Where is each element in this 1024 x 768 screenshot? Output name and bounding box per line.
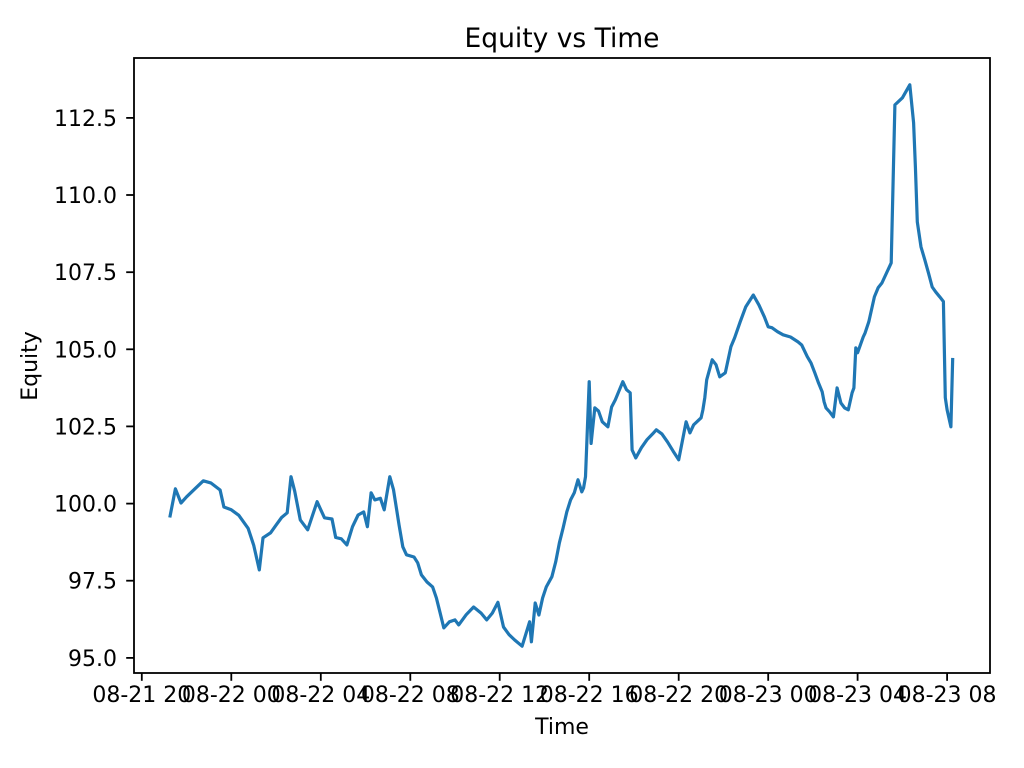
- equity-line-series: [168, 83, 955, 648]
- y-tick-label: 102.5: [54, 415, 117, 440]
- x-tick-label: 08-22 00: [182, 683, 281, 708]
- x-tick-label: 08-23 04: [808, 683, 907, 708]
- y-axis-ticks: 95.0 97.5 100.0 102.5 105.0 107.5 110.0 112.5: [54, 107, 134, 672]
- x-tick-label: 08-22 20: [629, 683, 728, 708]
- y-tick-label: 107.5: [54, 261, 117, 286]
- x-tick-label: 08-23 00: [719, 683, 818, 708]
- y-tick-label: 110.0: [54, 184, 117, 209]
- x-tick-label: 08-23 08: [898, 683, 997, 708]
- plot-area-border: [133, 57, 991, 674]
- chart-title: Equity vs Time: [465, 23, 660, 54]
- x-tick-label: 08-22 08: [361, 683, 460, 708]
- y-axis-label: Equity: [18, 331, 43, 401]
- y-tick-label: 95.0: [68, 647, 117, 672]
- y-tick-label: 105.0: [54, 338, 117, 363]
- x-tick-label: 08-22 16: [540, 683, 639, 708]
- x-tick-label: 08-22 04: [271, 683, 370, 708]
- x-tick-label: 08-21 20: [92, 683, 191, 708]
- x-tick-label: 08-22 12: [450, 683, 549, 708]
- y-tick-label: 100.0: [54, 493, 117, 518]
- y-tick-label: 112.5: [54, 107, 117, 132]
- x-axis-label: Time: [534, 715, 589, 740]
- y-tick-label: 97.5: [68, 570, 117, 595]
